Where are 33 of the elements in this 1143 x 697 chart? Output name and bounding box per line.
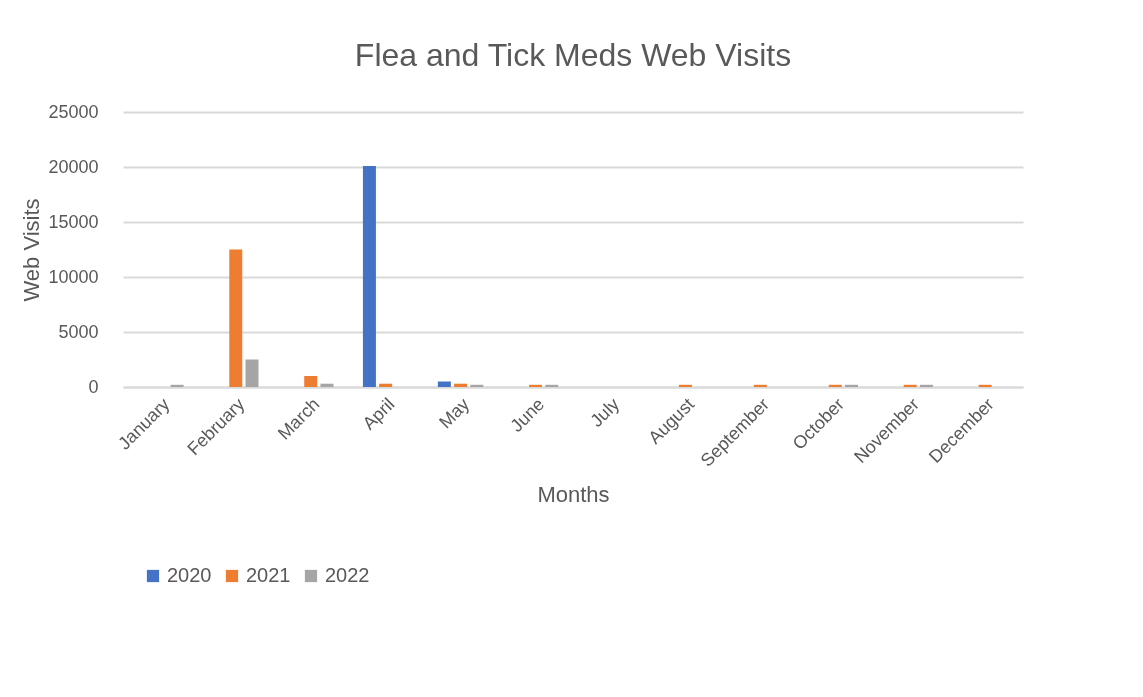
y-tick-label: 15000: [48, 211, 99, 232]
bar: [529, 384, 543, 387]
y-tick-label: 20000: [48, 156, 99, 177]
bar: [379, 383, 393, 387]
chart-title: Flea and Tick Meds Web Visits: [354, 37, 792, 73]
legend-label: 2021: [246, 564, 291, 586]
bar: [437, 381, 451, 387]
y-tick-label: 5000: [58, 321, 99, 342]
bar: [845, 384, 859, 387]
bar: [753, 384, 767, 387]
y-tick-label: 10000: [48, 266, 99, 287]
bar: [470, 384, 484, 387]
bar: [170, 384, 184, 387]
y-tick-label: 25000: [48, 101, 99, 122]
bar: [304, 376, 318, 387]
x-axis-title: Months: [537, 482, 610, 508]
x-tick-label: May: [435, 394, 474, 433]
legend-label: 2020: [167, 564, 212, 586]
bar: [245, 359, 259, 387]
y-tick-label: 0: [88, 376, 99, 397]
bar: [545, 384, 559, 387]
bar: [828, 384, 842, 387]
bar: [454, 383, 468, 387]
bar: [362, 165, 376, 387]
y-axis-title: Web Visits: [19, 198, 45, 302]
bar: [678, 384, 692, 387]
bar: [903, 384, 917, 387]
legend-label: 2022: [325, 564, 370, 586]
bar: [320, 383, 334, 387]
bar: [919, 384, 933, 387]
bar: [229, 249, 243, 387]
bar: [978, 384, 992, 387]
x-tick-label: July: [586, 394, 624, 431]
